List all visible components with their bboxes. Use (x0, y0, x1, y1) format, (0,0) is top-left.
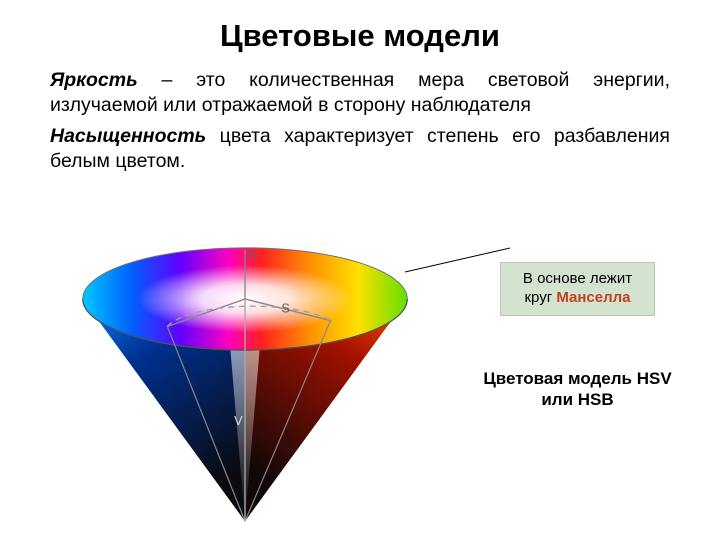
axis-label-h: H (248, 248, 257, 263)
hsv-cone-figure: H S V (70, 238, 420, 533)
axis-label-v: V (234, 413, 243, 428)
page-title: Цветовые модели (50, 18, 670, 54)
paragraph-saturation: Насыщенность цвета характеризует степень… (50, 124, 670, 174)
callout-line1: В основе лежит (523, 270, 632, 287)
callout-line2a: круг (524, 289, 556, 306)
hsv-model-label: Цветовая модель HSV или HSB (480, 368, 675, 411)
munsell-callout: В основе лежит круг Манселла (500, 262, 655, 316)
para1-text: – это количественная мера световой энерг… (50, 69, 670, 116)
axis-label-s: S (281, 301, 290, 316)
callout-leader-line (405, 244, 510, 274)
term-brightness: Яркость (50, 69, 138, 91)
callout-highlight: Манселла (556, 289, 630, 306)
paragraph-brightness: Яркость – это количественная мера светов… (50, 68, 670, 118)
term-saturation: Насыщенность (50, 125, 206, 147)
